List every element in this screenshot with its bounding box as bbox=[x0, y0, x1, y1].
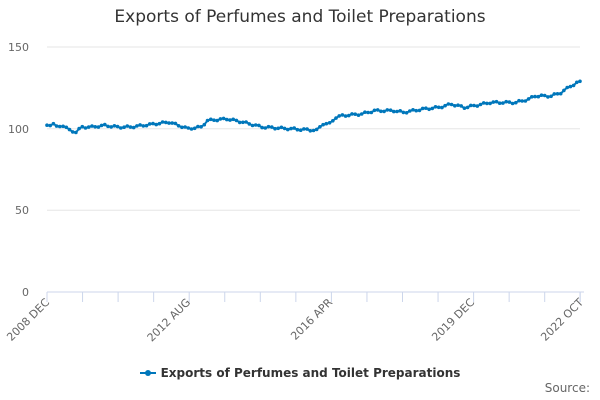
y-label-150: 150 bbox=[8, 41, 29, 54]
chart-title: Exports of Perfumes and Toilet Preparati… bbox=[114, 7, 486, 27]
x-label-2008-dec: 2008 DEC bbox=[4, 296, 52, 344]
y-label-0: 0 bbox=[22, 286, 29, 299]
gridlines bbox=[47, 46, 580, 211]
x-label-2019-dec: 2019 DEC bbox=[429, 296, 477, 344]
x-label-2016-apr: 2016 APR bbox=[288, 296, 335, 343]
legend-label: Exports of Perfumes and Toilet Preparati… bbox=[160, 366, 461, 380]
y-label-50: 50 bbox=[15, 204, 29, 217]
y-label-100: 100 bbox=[8, 123, 29, 136]
x-label-2012-aug: 2012 AUG bbox=[145, 296, 194, 345]
legend[interactable]: Exports of Perfumes and Toilet Preparati… bbox=[0, 366, 600, 380]
x-axis: 2008 DEC 2012 AUG 2016 APR 2019 DEC 2022… bbox=[4, 291, 586, 345]
y-axis: 150 100 50 0 bbox=[8, 41, 29, 299]
x-label-2022-oct: 2022 OCT bbox=[538, 296, 586, 344]
legend-line-marker-icon bbox=[139, 369, 156, 376]
series-exports[interactable] bbox=[45, 79, 582, 135]
source-label: Source: bbox=[544, 381, 590, 395]
